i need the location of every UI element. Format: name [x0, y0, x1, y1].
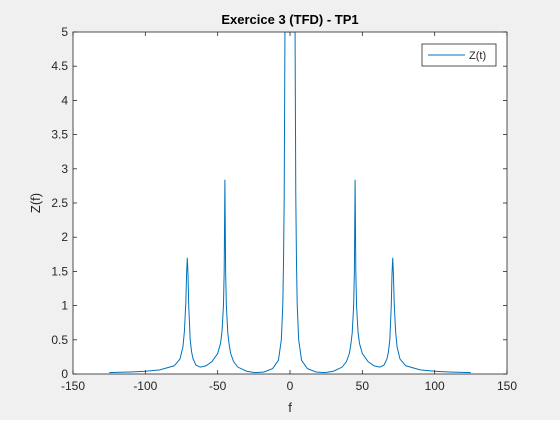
- y-axis-label: Z(f): [28, 193, 43, 213]
- x-tick-label: 100: [425, 379, 445, 393]
- y-tick-label: 0: [61, 367, 68, 381]
- x-tick-label: -100: [133, 379, 157, 393]
- x-tick-label: 150: [497, 379, 517, 393]
- y-tick-label: 2.5: [51, 196, 68, 210]
- x-tick-label: 0: [287, 379, 294, 393]
- x-tick-label: 50: [356, 379, 370, 393]
- y-tick-label: 2: [61, 230, 68, 244]
- y-axis: 0 0.5 1 1.5 2 2.5 3 3.5 4 4.5 5: [51, 25, 507, 381]
- y-tick-label: 3.5: [51, 128, 68, 142]
- legend-entry-label: Z(t): [469, 50, 486, 62]
- y-tick-label: 5: [61, 25, 68, 39]
- legend[interactable]: Z(t): [421, 43, 497, 67]
- x-axis: -150 -100 -50 0 50 100 150: [61, 32, 517, 393]
- chart-title: Exercice 3 (TFD) - TP1: [221, 12, 358, 27]
- y-tick-label: 0.5: [51, 333, 68, 347]
- y-tick-label: 4: [61, 93, 68, 107]
- x-tick-label: -50: [209, 379, 227, 393]
- y-tick-label: 3: [61, 162, 68, 176]
- y-tick-label: 4.5: [51, 59, 68, 73]
- series-line-z: [109, 32, 471, 374]
- y-tick-label: 1.5: [51, 264, 68, 278]
- x-tick-label: -150: [61, 379, 85, 393]
- plot-area: [73, 32, 507, 374]
- x-axis-label: f: [288, 400, 292, 415]
- y-tick-label: 1: [61, 299, 68, 313]
